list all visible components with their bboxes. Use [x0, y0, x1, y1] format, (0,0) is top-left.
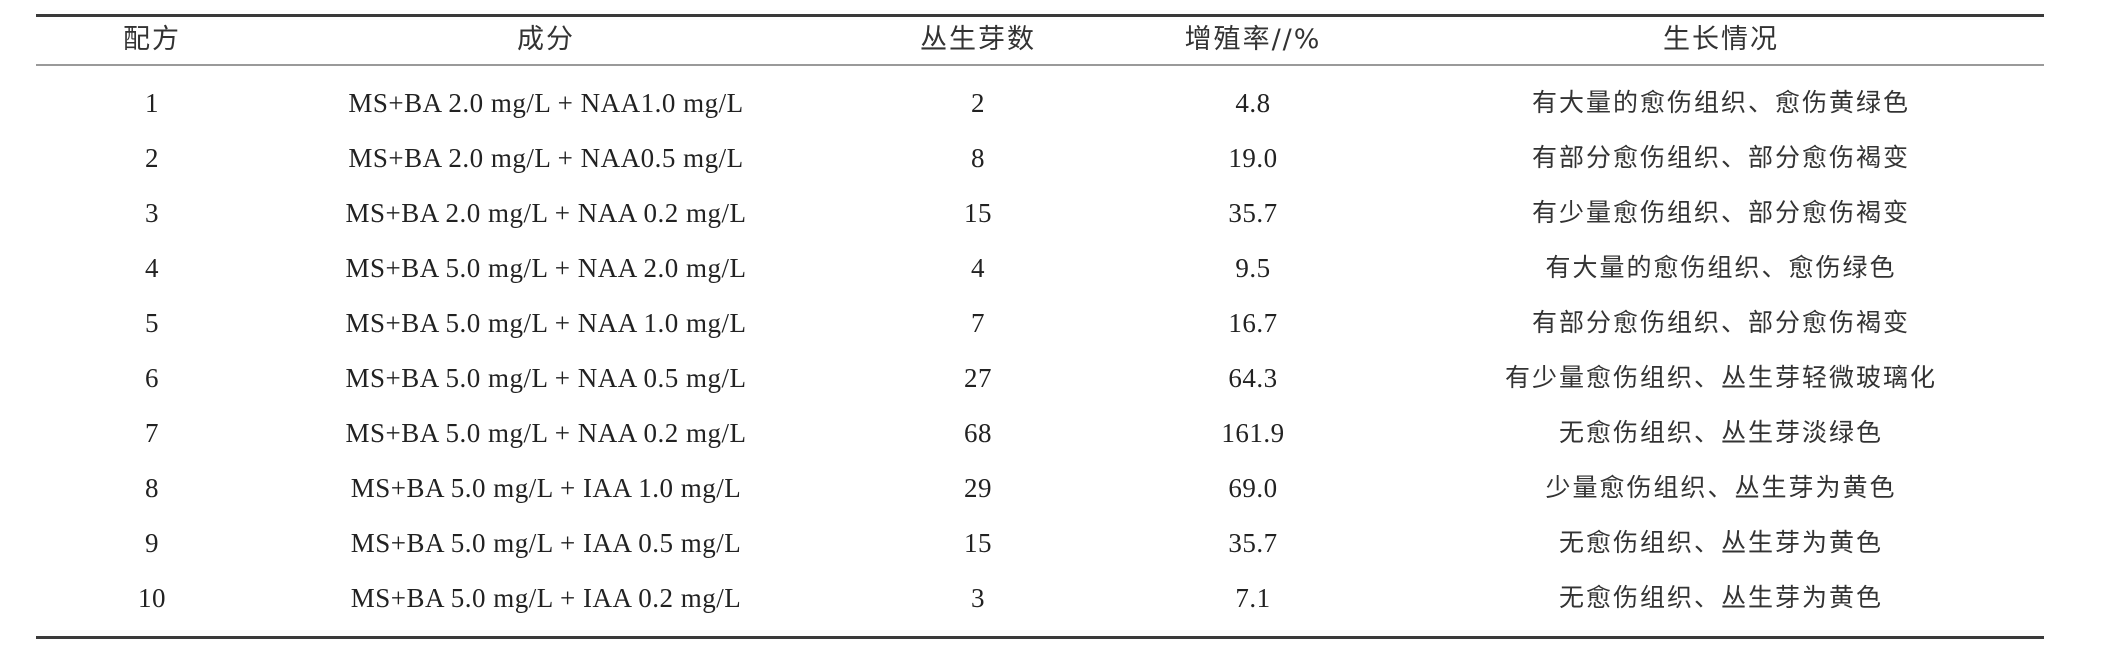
proliferation-rate-cell: 19.0	[1228, 143, 1278, 173]
shoot-count-cell: 27	[964, 363, 992, 393]
header-shoot-count: 丛生芽数	[920, 24, 1036, 55]
header-formula: 配方	[123, 24, 181, 55]
composition-cell: MS+BA 2.0 mg/L + NAA 0.2 mg/L	[345, 198, 747, 228]
formula-cell: 7	[145, 418, 159, 448]
growth-cell: 有少量愈伤组织、部分愈伤褐变	[1531, 198, 1911, 227]
formula-cell: 4	[145, 253, 159, 283]
table-row: 4 MS+BA 5.0 mg/L + NAA 2.0 mg/L 4 9.5 有大量的愈伤…	[0, 243, 2114, 293]
shoot-count-cell: 4	[971, 253, 985, 283]
formula-cell: 5	[145, 308, 159, 338]
proliferation-rate-cell: 35.7	[1228, 528, 1278, 558]
table-row: 3 MS+BA 2.0 mg/L + NAA 0.2 mg/L 15 35.7 有少量愈…	[0, 188, 2114, 238]
proliferation-rate-cell: 69.0	[1228, 473, 1278, 503]
formula-cell: 10	[138, 583, 166, 613]
growth-cell: 有大量的愈伤组织、愈伤黄绿色	[1531, 88, 1911, 117]
shoot-count-cell: 15	[964, 198, 992, 228]
header-proliferation-rate: 增殖率//%	[1184, 24, 1322, 55]
growth-cell: 无愈伤组织、丛生芽为黄色	[1558, 583, 1884, 612]
growth-cell: 无愈伤组织、丛生芽淡绿色	[1558, 418, 1884, 447]
growth-cell: 无愈伤组织、丛生芽为黄色	[1558, 528, 1884, 557]
table-row: 6 MS+BA 5.0 mg/L + NAA 0.5 mg/L 27 64.3 有少量愈…	[0, 353, 2114, 403]
formula-cell: 9	[145, 528, 159, 558]
proliferation-rate-cell: 35.7	[1228, 198, 1278, 228]
shoot-count-cell: 29	[964, 473, 992, 503]
composition-cell: MS+BA 2.0 mg/L + NAA0.5 mg/L	[348, 143, 744, 173]
shoot-count-cell: 3	[971, 583, 985, 613]
composition-cell: MS+BA 5.0 mg/L + IAA 0.5 mg/L	[350, 528, 742, 558]
table-bottom-rule	[36, 636, 2044, 639]
formula-cell: 1	[145, 88, 159, 118]
proliferation-rate-cell: 4.8	[1235, 88, 1271, 118]
formula-cell: 3	[145, 198, 159, 228]
table-row: 8 MS+BA 5.0 mg/L + IAA 1.0 mg/L 29 69.0 少量愈伤…	[0, 463, 2114, 513]
table-row: 7 MS+BA 5.0 mg/L + NAA 0.2 mg/L 68 161.9 无愈伤…	[0, 408, 2114, 458]
proliferation-rate-cell: 64.3	[1228, 363, 1278, 393]
growth-cell: 有大量的愈伤组织、愈伤绿色	[1545, 253, 1897, 282]
table-header-rule	[36, 64, 2044, 66]
table-row: 2 MS+BA 2.0 mg/L + NAA0.5 mg/L 8 19.0 有部分愈伤组…	[0, 133, 2114, 183]
shoot-count-cell: 68	[964, 418, 992, 448]
growth-cell: 有少量愈伤组织、丛生芽轻微玻璃化	[1504, 363, 1938, 392]
composition-cell: MS+BA 5.0 mg/L + NAA 0.2 mg/L	[345, 418, 747, 448]
composition-cell: MS+BA 5.0 mg/L + IAA 0.2 mg/L	[350, 583, 742, 613]
composition-cell: MS+BA 5.0 mg/L + NAA 1.0 mg/L	[345, 308, 747, 338]
header-growth: 生长情况	[1663, 24, 1779, 55]
header-composition: 成分	[517, 24, 575, 55]
proliferation-rate-cell: 16.7	[1228, 308, 1278, 338]
shoot-count-cell: 2	[971, 88, 985, 118]
proliferation-rate-cell: 7.1	[1235, 583, 1271, 613]
formula-cell: 2	[145, 143, 159, 173]
composition-cell: MS+BA 5.0 mg/L + IAA 1.0 mg/L	[350, 473, 742, 503]
proliferation-rate-cell: 161.9	[1221, 418, 1285, 448]
table-header-row: 配方 成分 丛生芽数 增殖率//% 生长情况	[0, 15, 2114, 65]
shoot-count-cell: 15	[964, 528, 992, 558]
table-row: 9 MS+BA 5.0 mg/L + IAA 0.5 mg/L 15 35.7 无愈伤组…	[0, 518, 2114, 568]
formula-cell: 6	[145, 363, 159, 393]
growth-cell: 有部分愈伤组织、部分愈伤褐变	[1531, 143, 1911, 172]
composition-cell: MS+BA 5.0 mg/L + NAA 0.5 mg/L	[345, 363, 747, 393]
table-row: 10 MS+BA 5.0 mg/L + IAA 0.2 mg/L 3 7.1 无愈伤组织…	[0, 573, 2114, 623]
formula-cell: 8	[145, 473, 159, 503]
composition-cell: MS+BA 5.0 mg/L + NAA 2.0 mg/L	[345, 253, 747, 283]
table-row: 5 MS+BA 5.0 mg/L + NAA 1.0 mg/L 7 16.7 有部分愈伤…	[0, 298, 2114, 348]
table-row: 1 MS+BA 2.0 mg/L + NAA1.0 mg/L 2 4.8 有大量的愈伤组…	[0, 78, 2114, 128]
shoot-count-cell: 7	[971, 308, 985, 338]
growth-cell: 少量愈伤组织、丛生芽为黄色	[1545, 473, 1897, 502]
shoot-count-cell: 8	[971, 143, 985, 173]
composition-cell: MS+BA 2.0 mg/L + NAA1.0 mg/L	[348, 88, 744, 118]
growth-cell: 有部分愈伤组织、部分愈伤褐变	[1531, 308, 1911, 337]
proliferation-rate-cell: 9.5	[1235, 253, 1271, 283]
table-top-rule	[36, 14, 2044, 17]
